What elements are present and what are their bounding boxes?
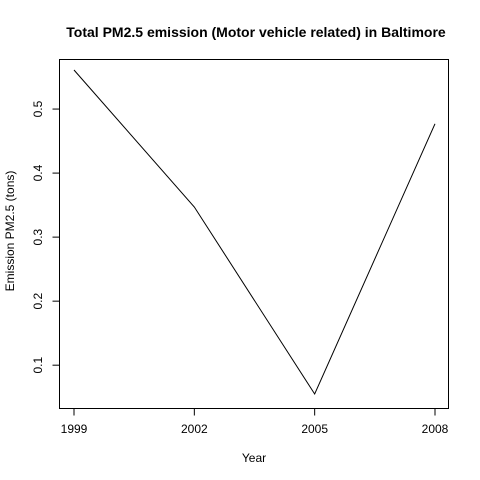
y-tick-label: 0.1 bbox=[31, 357, 45, 374]
x-tick-label: 2008 bbox=[422, 422, 449, 436]
x-tick-label: 2005 bbox=[301, 422, 328, 436]
y-tick-label: 0.2 bbox=[31, 292, 45, 309]
series-line bbox=[73, 69, 436, 396]
chart-title: Total PM2.5 emission (Motor vehicle rela… bbox=[66, 24, 446, 40]
y-axis: 0.1 0.2 0.3 0.4 0.5 bbox=[31, 100, 60, 374]
x-tick-label: 1999 bbox=[61, 422, 88, 436]
y-tick-label: 0.5 bbox=[31, 100, 45, 117]
y-axis-label: Emission PM2.5 (tons) bbox=[3, 171, 17, 292]
plot-area-frame bbox=[59, 59, 449, 409]
x-axis: 1999 2002 2005 2008 bbox=[61, 408, 449, 436]
x-tick-label: 2002 bbox=[181, 422, 208, 436]
y-tick-label: 0.3 bbox=[31, 228, 45, 245]
series-layer bbox=[73, 69, 436, 396]
y-tick-label: 0.4 bbox=[31, 164, 45, 181]
x-axis-label: Year bbox=[242, 451, 266, 465]
